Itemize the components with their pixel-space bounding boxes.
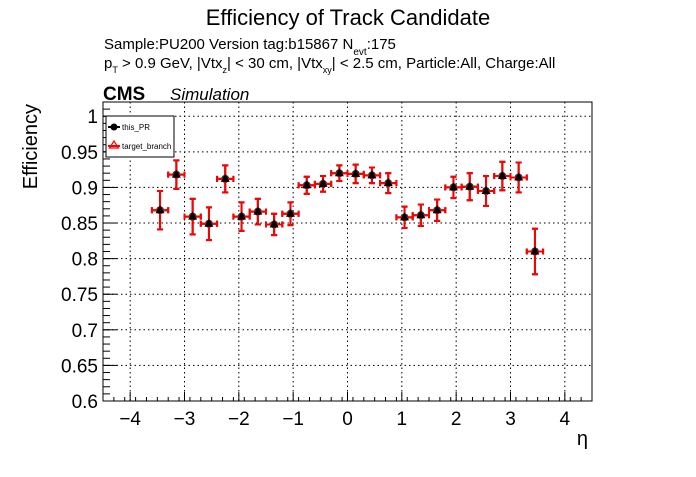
vtxxy-subscript: xy [323,65,333,75]
data-point [525,227,545,276]
marker-triangle [448,182,458,191]
y-tick-label: 0.65 [61,356,98,377]
chart-title: Efficiency of Track Candidate [206,5,491,30]
cut-text-c: | < 2.5 cm, Particle:All, Charge:All [332,55,556,72]
subtitle-line-1: Sample:PU200 Version tag:b15867 Nevt:175 [104,36,396,58]
grid [103,102,592,402]
y-tick-label: 0.75 [61,285,98,306]
data-point [330,164,349,183]
data-point [346,163,365,185]
x-tick-label: 1 [397,409,408,430]
marker-triangle [432,205,442,214]
marker-triangle [155,205,165,214]
data-point [395,205,414,230]
x-tick-label: 4 [560,409,571,430]
marker-triangle [237,211,247,220]
x-tick-label: 2 [451,409,462,430]
y-axis-label: Efficiency [20,104,42,189]
marker-triangle [530,246,540,255]
legend: this_PR target_branch [105,115,175,158]
plot-frame [102,101,593,402]
y-tick-label: 0.9 [72,178,98,199]
marker-triangle [285,208,295,217]
marker-triangle [204,218,214,227]
legend-label-this-pr: this_PR [122,123,150,132]
vtxz-subscript: z [223,65,228,75]
data-point [248,197,267,226]
nevt-value: :175 [367,36,396,53]
cut-text-a: > 0.9 GeV, |Vtx [118,55,223,72]
data-point [476,175,496,207]
data-point [199,206,219,242]
data-point [379,172,398,195]
marker-triangle [383,178,393,187]
data-point [362,166,382,185]
pt-text: p [104,55,112,72]
series-this-PR [150,159,545,276]
marker-triangle [400,212,410,221]
marker-triangle [269,219,279,228]
data-point [297,175,316,195]
subtitle-line-2: pT > 0.9 GeV, |Vtxz| < 30 cm, |Vtxxy| < … [104,55,555,75]
legend-label-target-branch: target_branch [122,142,171,151]
y-tick-label: 0.8 [72,250,98,271]
cms-label: CMS [103,84,145,105]
data-point [265,212,284,237]
x-tick-label: −4 [119,409,141,430]
marker-triangle [318,178,328,187]
data-point [150,189,170,231]
x-tick-label: 3 [505,409,516,430]
series-target-branch [150,159,545,276]
marker-triangle [497,171,507,180]
data-point [167,159,186,190]
y-tick-label: 0.7 [72,321,98,342]
y-tick-label: 1 [87,107,98,128]
cut-text-b: | < 30 cm, |Vtx [227,55,323,72]
marker-triangle [416,210,426,219]
marker-triangle [302,180,312,189]
data-point [411,203,430,227]
marker-triangle [220,173,230,182]
marker-triangle [465,181,475,190]
data-point [444,175,463,200]
pt-subscript: T [112,65,118,75]
data-point [509,161,528,194]
legend-box [105,115,175,158]
y-tick-label: 0.95 [61,143,98,164]
marker-triangle [351,168,361,177]
data-point [183,197,202,236]
sample-text: Sample:PU200 Version tag:b15867 N [104,36,353,53]
x-axis-label: η [577,428,588,450]
data-point [232,201,251,232]
x-tick-label: −2 [228,409,250,430]
data-point [281,201,300,227]
marker-triangle [171,169,181,178]
data-point [313,175,333,193]
y-tick-label: 0.85 [61,214,98,235]
nevt-subscript: evt [353,47,367,58]
axes: −4 −3 −2 −1 0 1 2 3 4 0.6 0.65 0.7 0.75 0.8 0.85 0.9 0.9… [61,101,593,430]
marker-triangle [367,170,377,179]
marker-triangle [481,185,491,194]
data-point [428,198,447,222]
x-tick-label: −3 [174,409,196,430]
marker-triangle [253,206,263,215]
data-point [460,172,479,202]
marker-triangle [514,172,524,181]
cms-simulation-label: Simulation [170,85,249,104]
x-tick-label: −1 [282,409,304,430]
legend-marker-this-pr [108,123,120,131]
data-marks [150,159,545,276]
data-point [216,164,235,194]
data-point [493,160,512,192]
y-tick-label: 0.6 [72,392,98,413]
legend-marker-target-branch [108,139,120,149]
marker-triangle [188,211,198,220]
marker-triangle [334,168,344,177]
x-tick-label: 0 [342,409,353,430]
